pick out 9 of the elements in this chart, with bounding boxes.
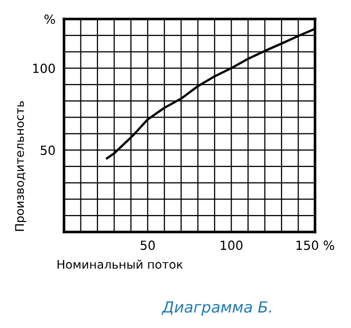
x-tick-label: 100 [220, 240, 242, 250]
y-tick-label: 100 [33, 64, 55, 74]
x-tick-label: 50 [140, 240, 155, 250]
y-tick-label: 50 [40, 146, 55, 156]
y-axis-title: Производительность [15, 101, 26, 231]
x-axis-title: Номинальный поток [58, 260, 183, 269]
x-tick-label: 150 % [296, 240, 334, 250]
text: Диаграмма Б. [162, 301, 272, 316]
y-tick-label: % [44, 14, 55, 24]
